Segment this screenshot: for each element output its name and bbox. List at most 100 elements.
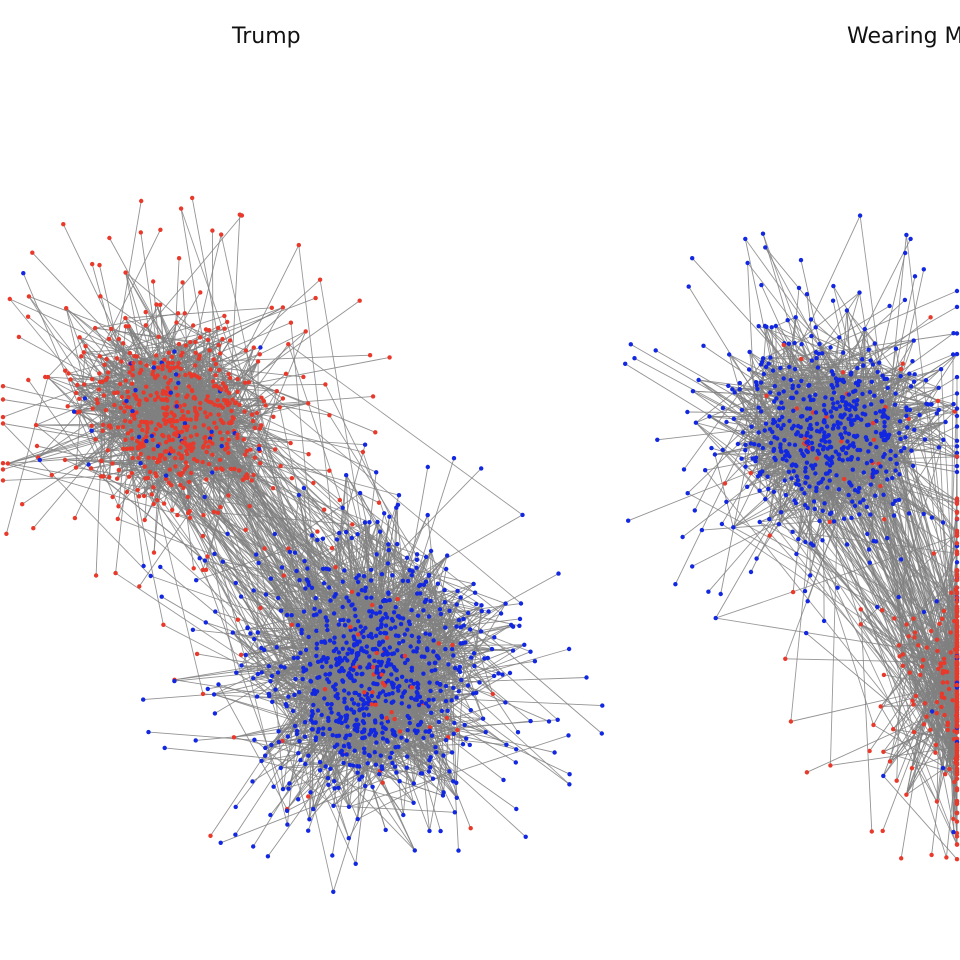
left-node: [303, 586, 308, 591]
left-node: [319, 712, 324, 718]
left-node: [82, 396, 88, 401]
left-node: [175, 512, 180, 518]
left-node: [447, 608, 452, 613]
left-node: [139, 444, 145, 449]
left-node: [349, 589, 355, 594]
left-node: [449, 750, 455, 755]
left-node: [220, 381, 226, 386]
left-bridge-edge: [329, 414, 430, 576]
left-node: [357, 692, 362, 698]
left-node: [472, 590, 478, 595]
left-node: [171, 449, 176, 454]
left-node: [190, 195, 195, 201]
left-node: [188, 470, 194, 476]
left-node: [20, 502, 25, 507]
left-edge: [172, 354, 371, 364]
left-node: [116, 504, 121, 509]
left-node: [216, 342, 221, 348]
left-edge: [108, 338, 124, 344]
left-node: [243, 527, 248, 532]
left-node: [205, 394, 210, 399]
left-node: [364, 644, 369, 649]
left-node: [336, 650, 342, 655]
left-node: [62, 368, 68, 373]
left-node: [297, 578, 302, 583]
left-node: [374, 664, 380, 670]
left-node: [167, 467, 172, 472]
left-node: [342, 568, 347, 573]
left-node: [416, 702, 422, 708]
left-node: [237, 402, 242, 407]
left-node: [322, 507, 327, 512]
left-node: [391, 731, 396, 737]
left-node: [336, 733, 342, 738]
left-node: [146, 455, 151, 460]
left-node: [128, 446, 133, 451]
left-node: [336, 622, 341, 627]
left-node: [163, 476, 169, 482]
left-node: [128, 405, 133, 410]
left-node: [367, 520, 372, 525]
left-bridge-edge: [47, 376, 352, 669]
left-node: [93, 325, 98, 331]
left-node: [216, 412, 221, 417]
left-node: [109, 326, 114, 331]
left-node: [387, 645, 392, 650]
left-node: [397, 779, 402, 784]
left-edge: [319, 704, 377, 771]
left-node: [436, 641, 442, 646]
left-node: [378, 624, 384, 630]
left-node: [154, 353, 159, 358]
left-node: [350, 522, 355, 527]
left-bridge-edge: [138, 457, 378, 685]
left-node: [130, 412, 135, 418]
left-node: [137, 584, 142, 589]
left-node: [464, 736, 469, 741]
left-node: [386, 542, 391, 547]
left-edge: [409, 466, 429, 571]
left-bridge-edge: [143, 421, 304, 672]
left-node: [75, 382, 80, 388]
left-bridge-edge: [287, 344, 382, 621]
left-bridge-edge: [9, 298, 357, 725]
left-node: [246, 380, 252, 385]
left-node: [233, 804, 238, 810]
left-node: [83, 344, 88, 349]
left-node: [207, 439, 213, 444]
left-edge: [36, 445, 156, 474]
left-node: [256, 446, 262, 452]
left-node: [325, 701, 330, 707]
left-node: [202, 494, 207, 500]
left-node: [213, 373, 218, 378]
left-edge: [112, 476, 130, 498]
left-node: [184, 427, 189, 433]
left-node: [379, 572, 385, 577]
left-node: [395, 502, 401, 507]
left-node: [489, 646, 495, 652]
left-node: [400, 616, 406, 621]
left-node: [287, 549, 293, 554]
left-node: [282, 665, 287, 670]
left-node: [292, 550, 298, 555]
left-node: [102, 362, 107, 367]
left-edge: [414, 719, 558, 731]
left-node: [431, 649, 436, 654]
left-node: [149, 433, 154, 439]
left-node: [251, 588, 256, 593]
left-bridge-edge: [210, 413, 399, 748]
left-node: [255, 630, 260, 635]
left-node: [226, 493, 231, 498]
left-node: [196, 356, 202, 361]
left-node: [471, 691, 476, 696]
left-node: [341, 743, 347, 749]
left-node: [37, 457, 42, 463]
left-node: [393, 605, 398, 610]
left-bridge-edge: [152, 487, 204, 695]
left-node: [107, 474, 112, 480]
left-edge: [95, 313, 186, 440]
left-node: [389, 750, 394, 756]
left-node: [26, 377, 31, 383]
left-node: [399, 735, 404, 740]
left-node: [372, 658, 377, 663]
left-node: [339, 666, 344, 671]
